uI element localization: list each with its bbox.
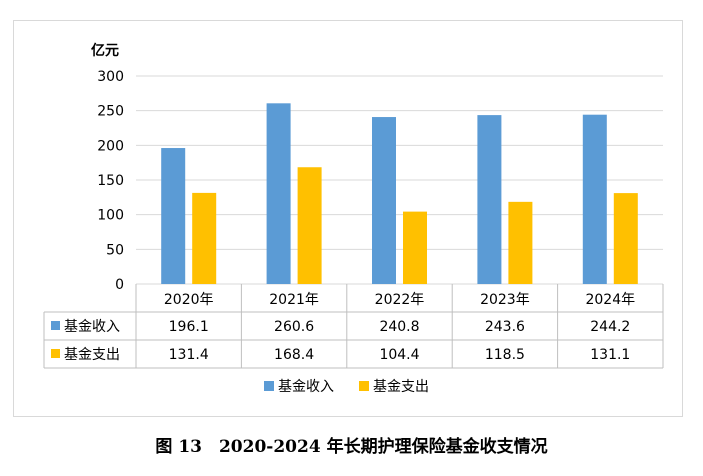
x-tick-label: 2021年 [269,292,319,308]
bar-expense [613,193,638,284]
figure-caption: 图 13 2020-2024 年长期护理保险基金收支情况 [155,437,548,457]
data-label: 196.1 [169,319,209,335]
chart-frame: 亿元 0 50 100 150 200 250 300 2020年 196.1 131.4 202… [13,20,683,417]
y-tick-label: 150 [97,173,124,189]
y-tick-label: 0 [115,277,124,293]
bar-expense [403,211,427,284]
bar-income [161,148,186,284]
y-tick-label: 300 [97,69,124,85]
data-label: 243.6 [485,319,525,335]
y-tick-label: 50 [106,242,124,258]
bar-income [477,115,502,284]
table-series-name: 基金支出 [64,346,120,363]
y-tick-label: 250 [97,104,124,120]
legend-label: 基金支出 [373,378,429,395]
data-label: 244.2 [590,319,630,335]
y-tick-label: 100 [97,208,124,224]
legend-key [264,381,274,391]
table-legend-key [51,349,60,358]
legend-key [359,381,369,391]
data-label: 131.1 [590,347,630,363]
legend-label: 基金收入 [278,378,334,395]
bars [161,103,638,284]
bar-income [582,114,607,284]
bar-income [372,117,396,284]
data-label: 240.8 [379,319,419,335]
y-tick-label: 200 [97,138,124,154]
data-label: 131.4 [169,347,209,363]
data-label: 260.6 [274,319,314,335]
bar-expense [508,201,533,284]
y-tick-labels: 0 50 100 150 200 250 300 [97,69,124,293]
table-series-name: 基金收入 [64,318,120,335]
bar-expense [192,192,217,284]
data-label: 118.5 [485,347,525,363]
data-label: 104.4 [379,347,419,363]
data-table: 2020年 196.1 131.4 2021年 260.6 168.4 2022年 240.8… [43,284,664,369]
x-tick-label: 2024年 [585,292,635,308]
gridlines [136,75,663,285]
x-tick-label: 2020年 [164,292,214,308]
data-label: 168.4 [274,347,314,363]
bar-income [266,103,291,284]
x-tick-label: 2022年 [375,292,425,308]
table-legend-key [51,321,60,330]
x-tick-label: 2023年 [480,292,530,308]
legend: 基金收入 基金支出 [264,378,429,395]
bar-expense [297,167,322,284]
y-axis-unit-label: 亿元 [91,42,119,59]
